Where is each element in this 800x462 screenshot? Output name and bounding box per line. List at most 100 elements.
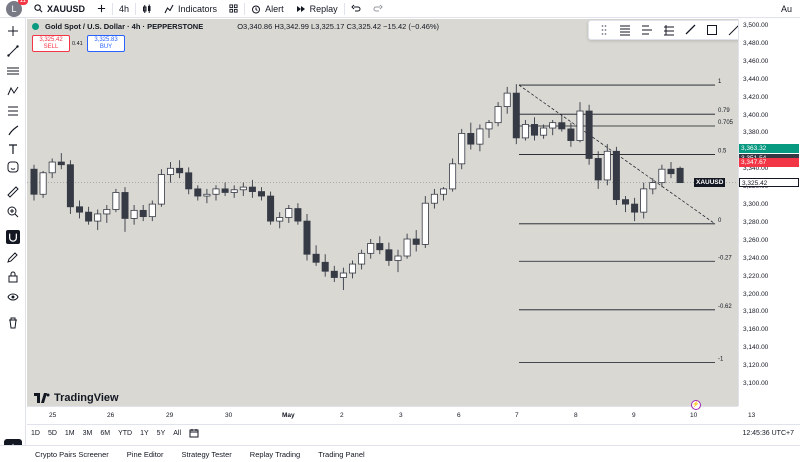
candle-body	[640, 188, 648, 213]
emoji-tool-button[interactable]	[6, 160, 20, 174]
buy-button[interactable]: 3,325.83 BUY	[87, 35, 125, 52]
hline-tool-button[interactable]	[6, 64, 20, 78]
trendline-tool-button[interactable]	[6, 44, 20, 58]
lock-icon	[8, 271, 18, 283]
chart-type-button[interactable]	[136, 0, 158, 18]
utc-clock[interactable]: 12:45:36 UTC+7	[742, 430, 794, 437]
candles-icon	[143, 4, 151, 13]
spread-value: 0.41	[72, 41, 83, 47]
user-avatar[interactable]: L 11	[6, 0, 28, 17]
line-button[interactable]	[727, 23, 741, 37]
price-tick: 3,100.00	[743, 380, 769, 387]
range-button[interactable]: 5Y	[156, 430, 166, 437]
event-lightning-icon[interactable]: ⚡	[691, 400, 701, 410]
undo-button[interactable]	[345, 0, 367, 18]
candle-body	[230, 189, 238, 193]
range-button[interactable]: 1D	[31, 430, 40, 437]
panel-tab[interactable]: Strategy Tester	[181, 449, 232, 459]
lock-drawings-button[interactable]	[6, 270, 20, 284]
price-tick: 3,300.00	[743, 201, 769, 208]
candle-body	[221, 188, 229, 193]
forecast-tool-button[interactable]	[6, 104, 20, 118]
goto-date-button[interactable]	[185, 428, 203, 440]
candle	[421, 196, 429, 248]
candle-body	[567, 128, 575, 141]
range-button[interactable]: 5D	[47, 430, 57, 437]
candle	[294, 203, 302, 225]
range-button[interactable]: All	[173, 430, 182, 437]
candle-body	[667, 168, 675, 175]
range-button[interactable]: YTD	[118, 430, 133, 437]
candle-body	[248, 186, 256, 192]
rectangle-icon	[707, 25, 718, 35]
price-tick: 3,200.00	[743, 290, 769, 298]
time-tick: 3	[399, 412, 403, 419]
interval-button[interactable]: 4h	[119, 3, 130, 14]
price-axis[interactable]: 3,500.00 3,480.00 3,460.00 3,440.00 3,420.00…	[694, 19, 800, 406]
range-button[interactable]: 3M	[82, 430, 93, 437]
price-tick: 3,400.00	[743, 111, 769, 119]
candle	[94, 209, 102, 231]
panel-tab[interactable]: Trading Panel	[318, 449, 365, 459]
layout-menu-button[interactable]: Au	[780, 3, 792, 14]
undo-icon	[350, 4, 361, 11]
panel-tab[interactable]: Pine Editor	[126, 449, 164, 459]
rectangle-button[interactable]	[705, 23, 719, 37]
panel-tab[interactable]: Crypto Pairs Screener	[35, 449, 109, 459]
brush-tool-button[interactable]	[6, 124, 20, 138]
zoom-tool-button[interactable]	[6, 205, 20, 219]
time-axis[interactable]: 25 26 29 30 May 2 3 6 7 8 9 10 13 ⚡	[27, 400, 755, 424]
brush-button[interactable]	[683, 23, 697, 37]
candle-body	[39, 172, 47, 195]
templates-button[interactable]	[223, 0, 244, 18]
candle	[631, 197, 639, 222]
candle	[348, 260, 356, 279]
range-button[interactable]: 1M	[64, 430, 75, 437]
indicators-button[interactable]: Indicators	[158, 0, 223, 18]
eye-icon	[7, 293, 19, 301]
pencil-lock-icon	[7, 252, 18, 263]
candle	[148, 200, 156, 222]
crosshair-tool-button[interactable]	[6, 24, 20, 38]
hide-drawings-button[interactable]	[6, 290, 20, 304]
panel-tab[interactable]: Replay Trading	[249, 449, 301, 459]
drag-handle[interactable]	[597, 23, 611, 37]
replay-icon	[296, 5, 305, 12]
symbol-search-button[interactable]: XAUUSD	[28, 0, 91, 18]
add-symbol-button[interactable]	[91, 0, 112, 18]
measure-tool-button[interactable]	[6, 185, 20, 199]
candle	[549, 119, 557, 136]
fib-level-label: 0.5	[718, 148, 727, 154]
remove-drawings-button[interactable]	[6, 316, 20, 330]
text-tool-button[interactable]	[6, 142, 20, 156]
fib-tool-button[interactable]	[618, 23, 632, 37]
candle	[521, 119, 529, 141]
magnet-tool-button[interactable]	[6, 230, 20, 244]
fib-level-label: -0.62	[718, 304, 732, 310]
candle	[221, 182, 229, 197]
candle	[230, 185, 238, 198]
diagonal-line-icon	[728, 24, 740, 36]
range-button[interactable]: 6M	[100, 430, 111, 437]
fib-channel-button[interactable]	[662, 23, 676, 37]
candle	[676, 166, 684, 184]
candle	[66, 160, 74, 214]
time-tick: 26	[107, 412, 115, 419]
fib-ext-button[interactable]	[640, 23, 654, 37]
replay-button[interactable]: Replay	[290, 0, 344, 18]
candle	[485, 119, 493, 138]
symbol-label: XAUUSD	[47, 3, 86, 14]
horizontal-lines-icon	[7, 67, 19, 75]
price-tick: 3,260.00	[743, 236, 769, 244]
sell-button[interactable]: 3,325.42 SELL	[32, 35, 70, 52]
chart-pane[interactable]: 1 0.79 0.705 0.5 0 -0.27 -0.62 -1	[27, 19, 738, 406]
alert-button[interactable]: Alert	[245, 0, 290, 18]
time-tick: 30	[225, 412, 233, 419]
redo-button[interactable]	[367, 0, 389, 18]
pattern-tool-button[interactable]	[6, 84, 20, 98]
stay-drawing-button[interactable]	[6, 250, 20, 264]
time-tick: 6	[457, 412, 461, 419]
candle	[540, 124, 548, 139]
divider	[343, 2, 345, 15]
range-button[interactable]: 1Y	[140, 430, 149, 437]
